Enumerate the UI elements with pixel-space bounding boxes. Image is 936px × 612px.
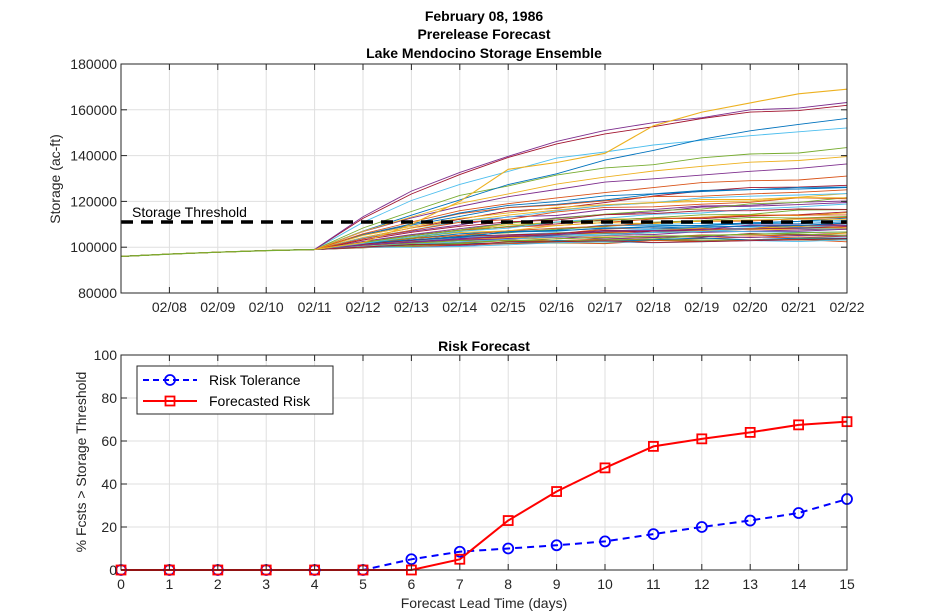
forecasted-risk-point: [793, 419, 804, 431]
risk-y-tick-label: 100: [94, 347, 118, 363]
risk-x-tick-label: 10: [597, 576, 613, 592]
top-x-tick-label: 02/17: [587, 299, 622, 315]
top-y-tick-label: 100000: [70, 239, 117, 255]
top-x-tick-label: 02/10: [249, 299, 284, 315]
risk-tolerance-point: [453, 545, 466, 558]
legend-forecasted-risk-marker: [164, 395, 176, 407]
risk-tolerance-point: [502, 542, 515, 555]
top-x-tick-label: 02/20: [733, 299, 768, 315]
risk-tolerance-point: [744, 514, 757, 527]
risk-x-tick-label: 9: [553, 576, 561, 592]
top-x-tick-label: 02/19: [684, 299, 719, 315]
risk-x-tick-label: 6: [408, 576, 416, 592]
forecasted-risk-point: [454, 553, 466, 565]
risk-legend: Risk Tolerance Forecasted Risk: [136, 365, 334, 415]
top-x-tick-label: 02/15: [491, 299, 526, 315]
top-x-tick-label: 02/21: [781, 299, 816, 315]
forecasted-risk-point: [599, 462, 611, 474]
top-y-tick-label: 180000: [70, 56, 117, 72]
top-y-tick-label: 140000: [70, 148, 117, 164]
legend-risk-tolerance-label: Risk Tolerance: [209, 372, 301, 388]
top-x-tick-label: 02/14: [442, 299, 477, 315]
risk-tolerance-point: [792, 507, 805, 519]
risk-x-tick-label: 14: [791, 576, 807, 592]
forecasted-risk-point: [648, 440, 659, 452]
forecasted-risk-point: [551, 486, 562, 497]
top-x-tick-label: 02/22: [829, 299, 864, 315]
storage-threshold-label: Storage Threshold: [132, 204, 247, 220]
risk-x-axis-label: Forecast Lead Time (days): [401, 595, 568, 611]
top-x-tick-label: 02/18: [636, 299, 671, 315]
top-chart-title-line-2: Prerelease Forecast: [417, 26, 550, 42]
top-x-tick-label: 02/08: [152, 299, 187, 315]
top-y-tick-label: 120000: [70, 193, 117, 209]
risk-tolerance-point: [599, 535, 611, 548]
risk-x-tick-label: 7: [456, 576, 464, 592]
risk-x-tick-label: 15: [839, 576, 855, 592]
risk-y-tick-label: 20: [101, 519, 117, 535]
forecasted-risk-point: [502, 515, 514, 526]
top-y-tick-label: 160000: [70, 102, 117, 118]
top-x-tick-label: 02/13: [394, 299, 429, 315]
legend-forecasted-risk-label: Forecasted Risk: [209, 393, 311, 409]
forecasted-risk-point: [744, 426, 756, 438]
risk-x-tick-label: 13: [742, 576, 758, 592]
legend-risk-tolerance-marker: [164, 374, 176, 386]
top-x-tick-label: 02/09: [200, 299, 235, 315]
risk-tolerance-line: [121, 498, 848, 571]
top-y-tick-label: 80000: [78, 285, 117, 301]
forecasted-risk-point: [696, 433, 708, 445]
risk-tolerance-point: [647, 528, 660, 540]
risk-x-tick-label: 11: [646, 576, 661, 592]
risk-tolerance-point: [550, 539, 563, 552]
forecasted-risk-line: [121, 420, 848, 571]
risk-x-tick-label: 2: [214, 576, 222, 592]
risk-x-tick-label: 8: [504, 576, 512, 592]
risk-x-tick-label: 4: [311, 576, 319, 592]
risk-tolerance-point: [695, 521, 708, 533]
top-chart-title-line-3: Lake Mendocino Storage Ensemble: [366, 45, 602, 61]
top-x-tick-label: 02/11: [298, 299, 332, 315]
top-chart-title-line-1: February 08, 1986: [425, 8, 544, 24]
risk-y-tick-label: 40: [101, 476, 117, 492]
risk-y-tick-label: 0: [109, 562, 117, 578]
risk-x-tick-label: 0: [117, 576, 125, 592]
risk-y-axis-label: % Fcsts > Storage Threshold: [73, 372, 89, 553]
risk-y-tick-label: 80: [101, 390, 117, 406]
top-axes-box: [120, 63, 848, 294]
top-x-tick-label: 02/12: [345, 299, 380, 315]
top-x-tick-label: 02/16: [539, 299, 574, 315]
risk-x-tick-label: 12: [694, 576, 710, 592]
risk-chart-title: Risk Forecast: [438, 338, 530, 354]
top-y-axis-label: Storage (ac-ft): [47, 134, 63, 223]
risk-y-tick-label: 60: [101, 433, 117, 449]
risk-axes-box: [120, 354, 848, 571]
risk-x-tick-label: 5: [359, 576, 367, 592]
observed-storage-line: [120, 248, 315, 257]
storage-ensemble-plot: Storage Threshold 80000 100000 120000 140000…: [70, 56, 864, 315]
risk-x-tick-label: 3: [262, 576, 270, 592]
risk-x-tick-label: 1: [166, 576, 174, 592]
